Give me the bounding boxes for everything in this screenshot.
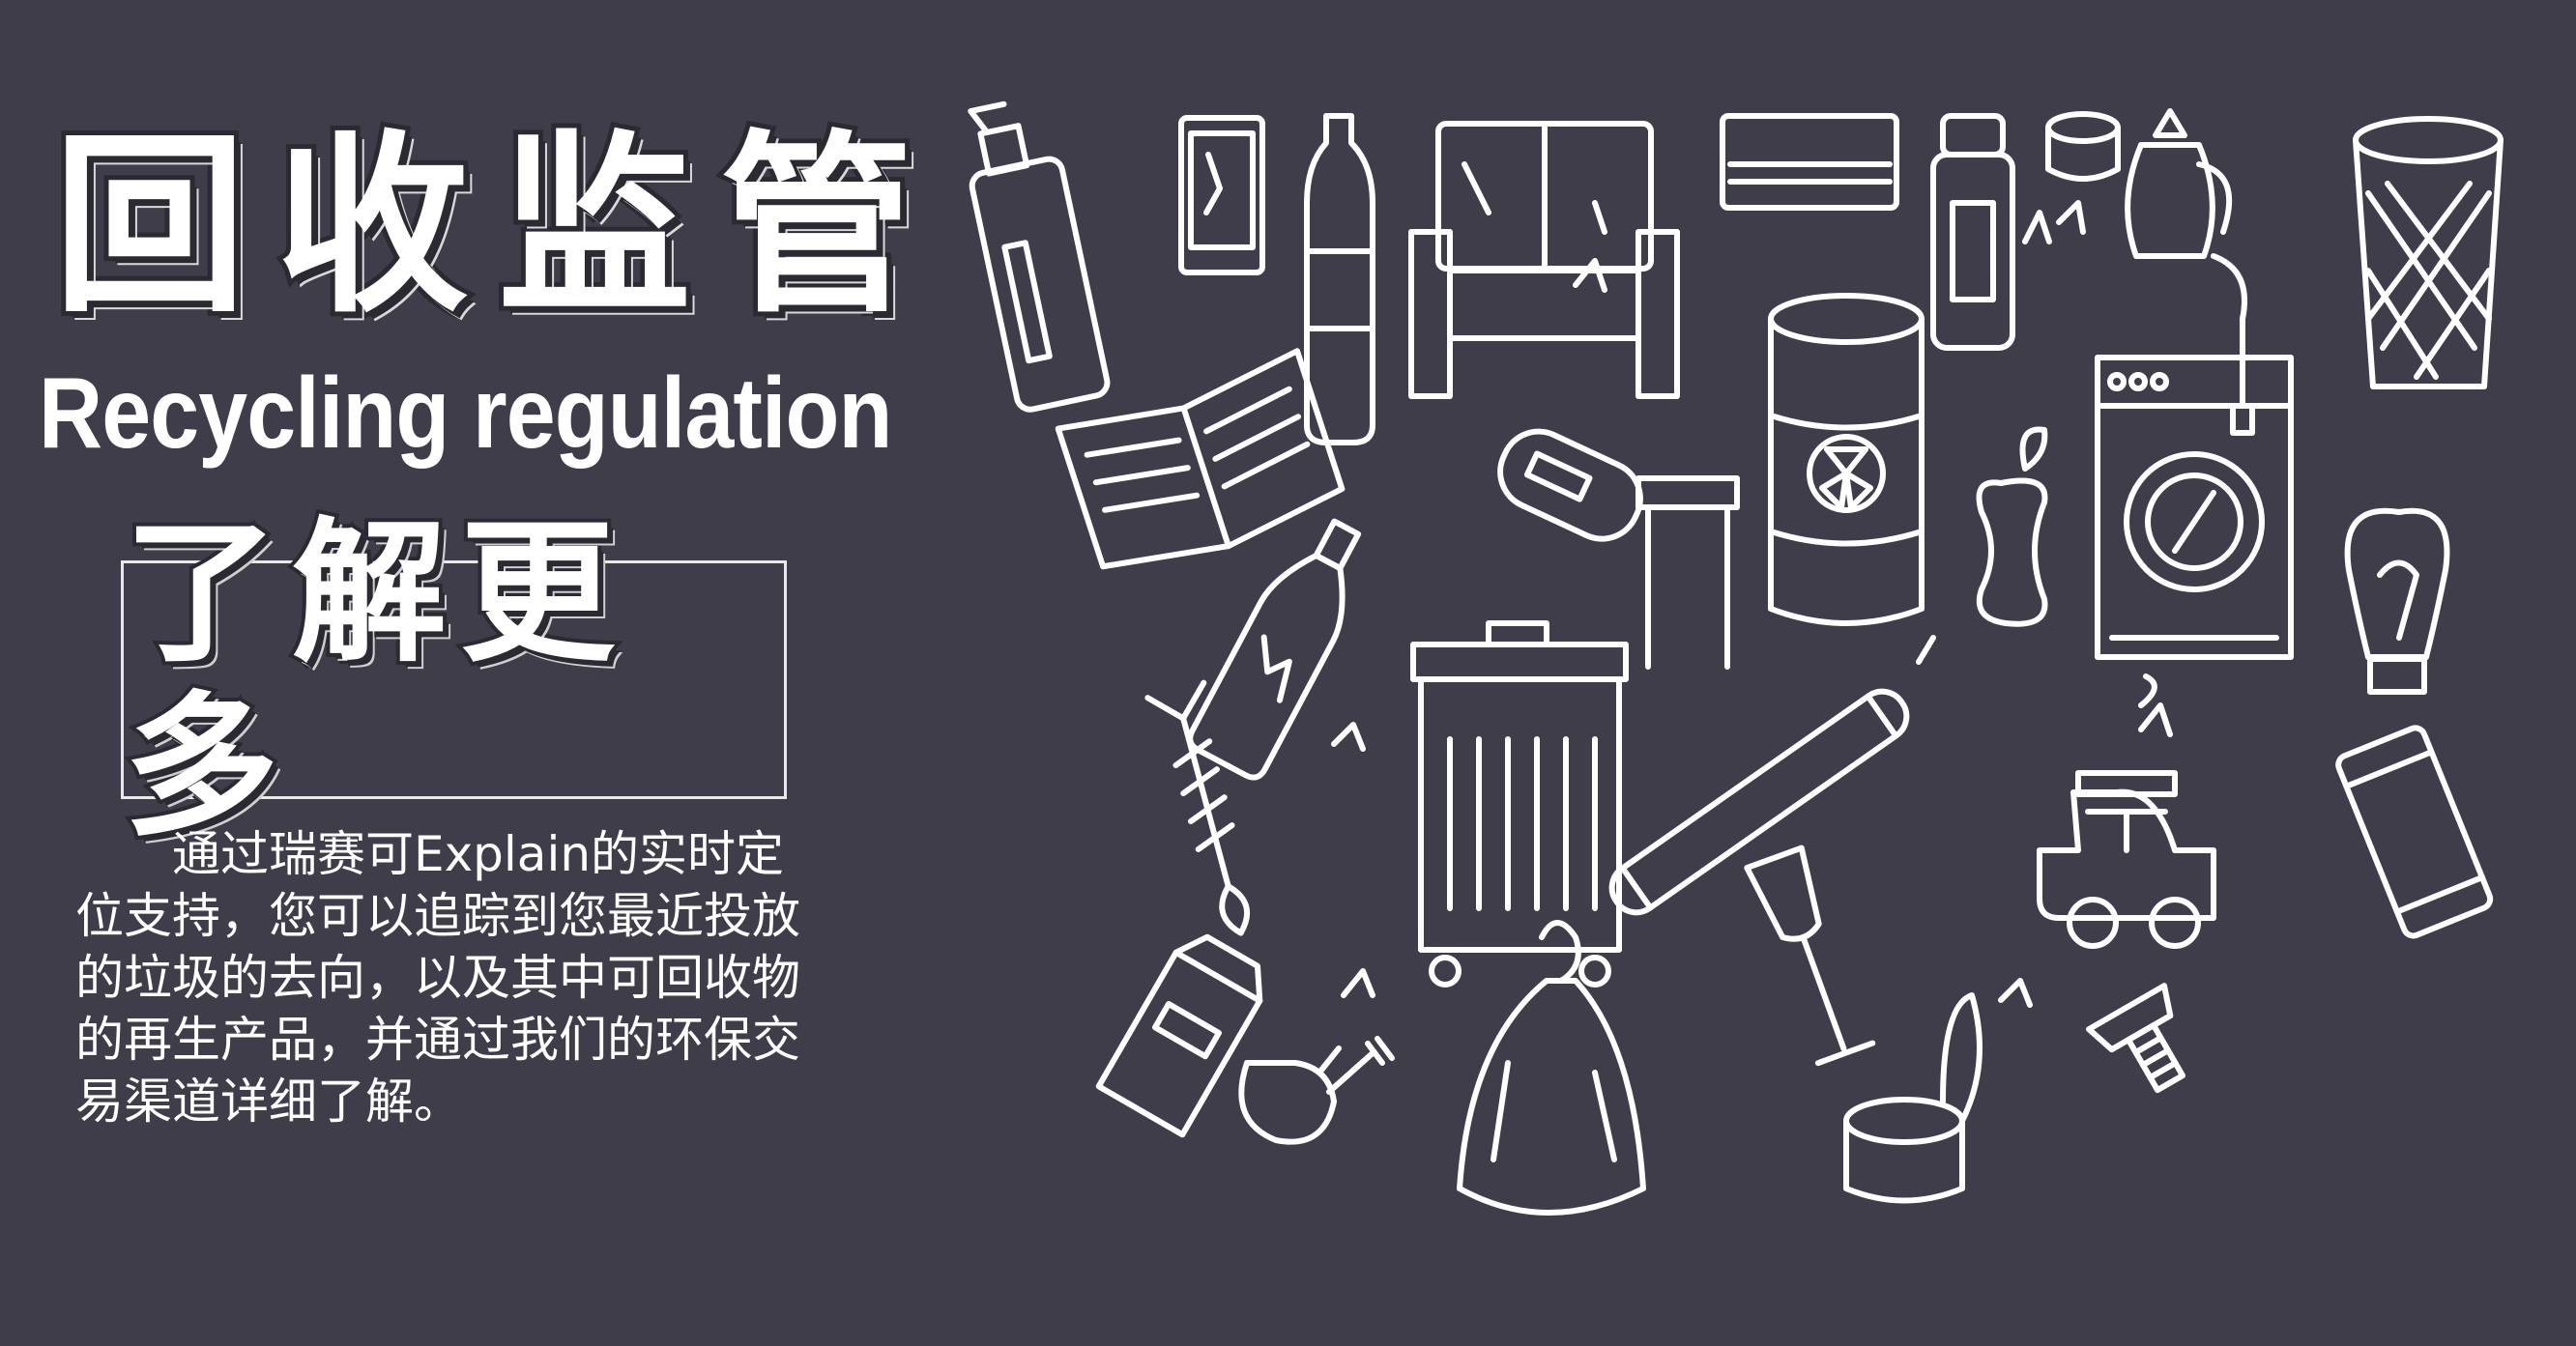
milk-carton-icon	[1095, 933, 1263, 1138]
book-icon	[1055, 348, 1346, 570]
water-bottle-icon	[1304, 113, 1375, 445]
tin-can-icon	[1843, 992, 1983, 1204]
screw-icon	[2086, 983, 2185, 1094]
jar-icon	[1930, 113, 2015, 351]
trash-bin-icon	[1410, 620, 1629, 988]
waste-basket-icon	[2353, 116, 2504, 389]
page-title: 回收监管	[48, 114, 943, 339]
table-icon	[1635, 475, 1740, 670]
wine-glass-icon	[1744, 845, 1876, 1067]
learn-more-label: 了解更多	[120, 501, 629, 857]
air-conditioner-icon	[1720, 113, 1899, 211]
phone-icon	[1178, 115, 1265, 275]
apple-core-icon	[1976, 426, 2048, 627]
recycling-illustration	[967, 97, 2533, 1285]
garbage-bag-icon	[1457, 920, 1646, 1216]
car-icon	[2037, 673, 2216, 949]
coin-icon	[2045, 111, 2121, 182]
description-text: 通过瑞赛可Explain的实时定位支持，您可以追踪到您最近投放的垃圾的去向，以及…	[75, 826, 800, 1130]
fish-bone-icon	[1144, 679, 1251, 936]
recycle-arrow-icon	[1317, 200, 2173, 1075]
glass-bottle-icon	[1187, 518, 1362, 781]
light-bulb-icon	[2344, 507, 2450, 695]
sofa-icon	[1408, 121, 1680, 399]
chicken-leg-icon	[1238, 1036, 1395, 1145]
battery-icon	[1497, 428, 1643, 542]
can-icon	[2335, 725, 2494, 939]
spray-bottle-icon	[968, 100, 1111, 413]
washing-machine-icon	[2095, 355, 2294, 660]
learn-more-button[interactable]: 了解更多	[120, 501, 787, 857]
tube-light-icon	[1608, 688, 1910, 916]
page-subtitle: Recycling regulation	[39, 358, 892, 470]
barrel-icon	[1768, 293, 1925, 626]
kettle-icon	[2125, 108, 2255, 436]
